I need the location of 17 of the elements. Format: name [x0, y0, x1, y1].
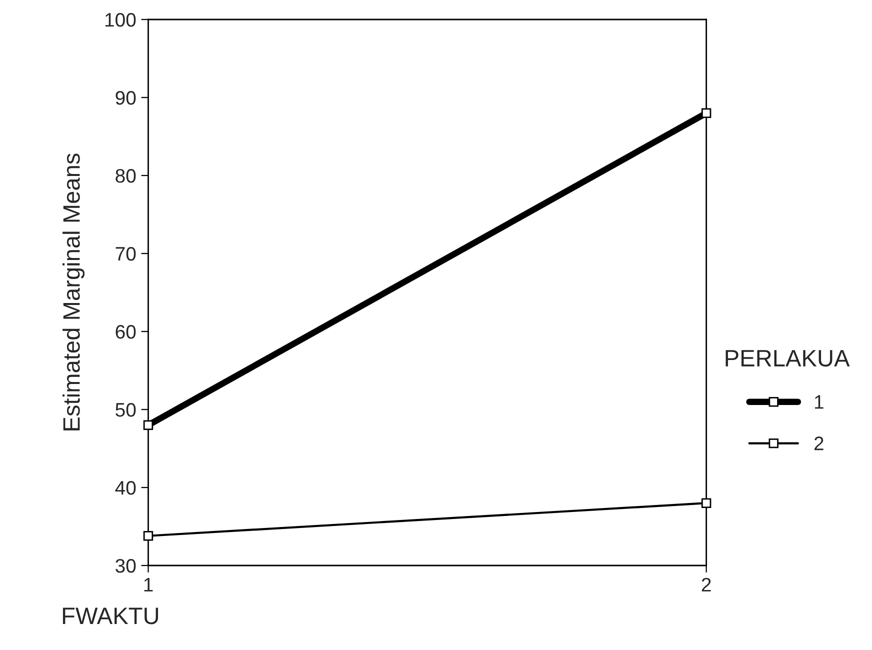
legend-title: PERLAKUA	[726, 350, 850, 367]
point	[143, 531, 154, 541]
y-tick-label: 80	[116, 168, 136, 183]
y-tick-label: 40	[115, 480, 136, 495]
y-tick-label: 60	[116, 324, 136, 339]
legend-label: 1	[814, 395, 824, 409]
legend-label: 2	[814, 436, 824, 450]
point	[701, 108, 712, 118]
point	[143, 420, 154, 430]
y-tick-label: 50	[116, 402, 136, 417]
y-tick-label: 100	[105, 12, 136, 27]
y-tick-label: 90	[116, 90, 136, 105]
y-axis-title: Estimated Marginal Means	[62, 154, 85, 430]
y-tick-label: 70	[116, 246, 136, 261]
y-tick-label: 30	[116, 558, 136, 573]
point	[701, 498, 712, 508]
x-axis-title: FWAKTU	[62, 608, 158, 624]
